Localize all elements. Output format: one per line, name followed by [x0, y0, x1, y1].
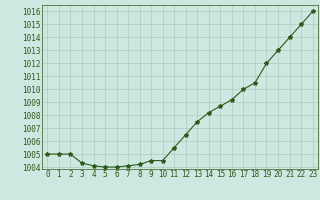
- Text: Graphe pression niveau de la mer (hPa): Graphe pression niveau de la mer (hPa): [58, 182, 262, 192]
